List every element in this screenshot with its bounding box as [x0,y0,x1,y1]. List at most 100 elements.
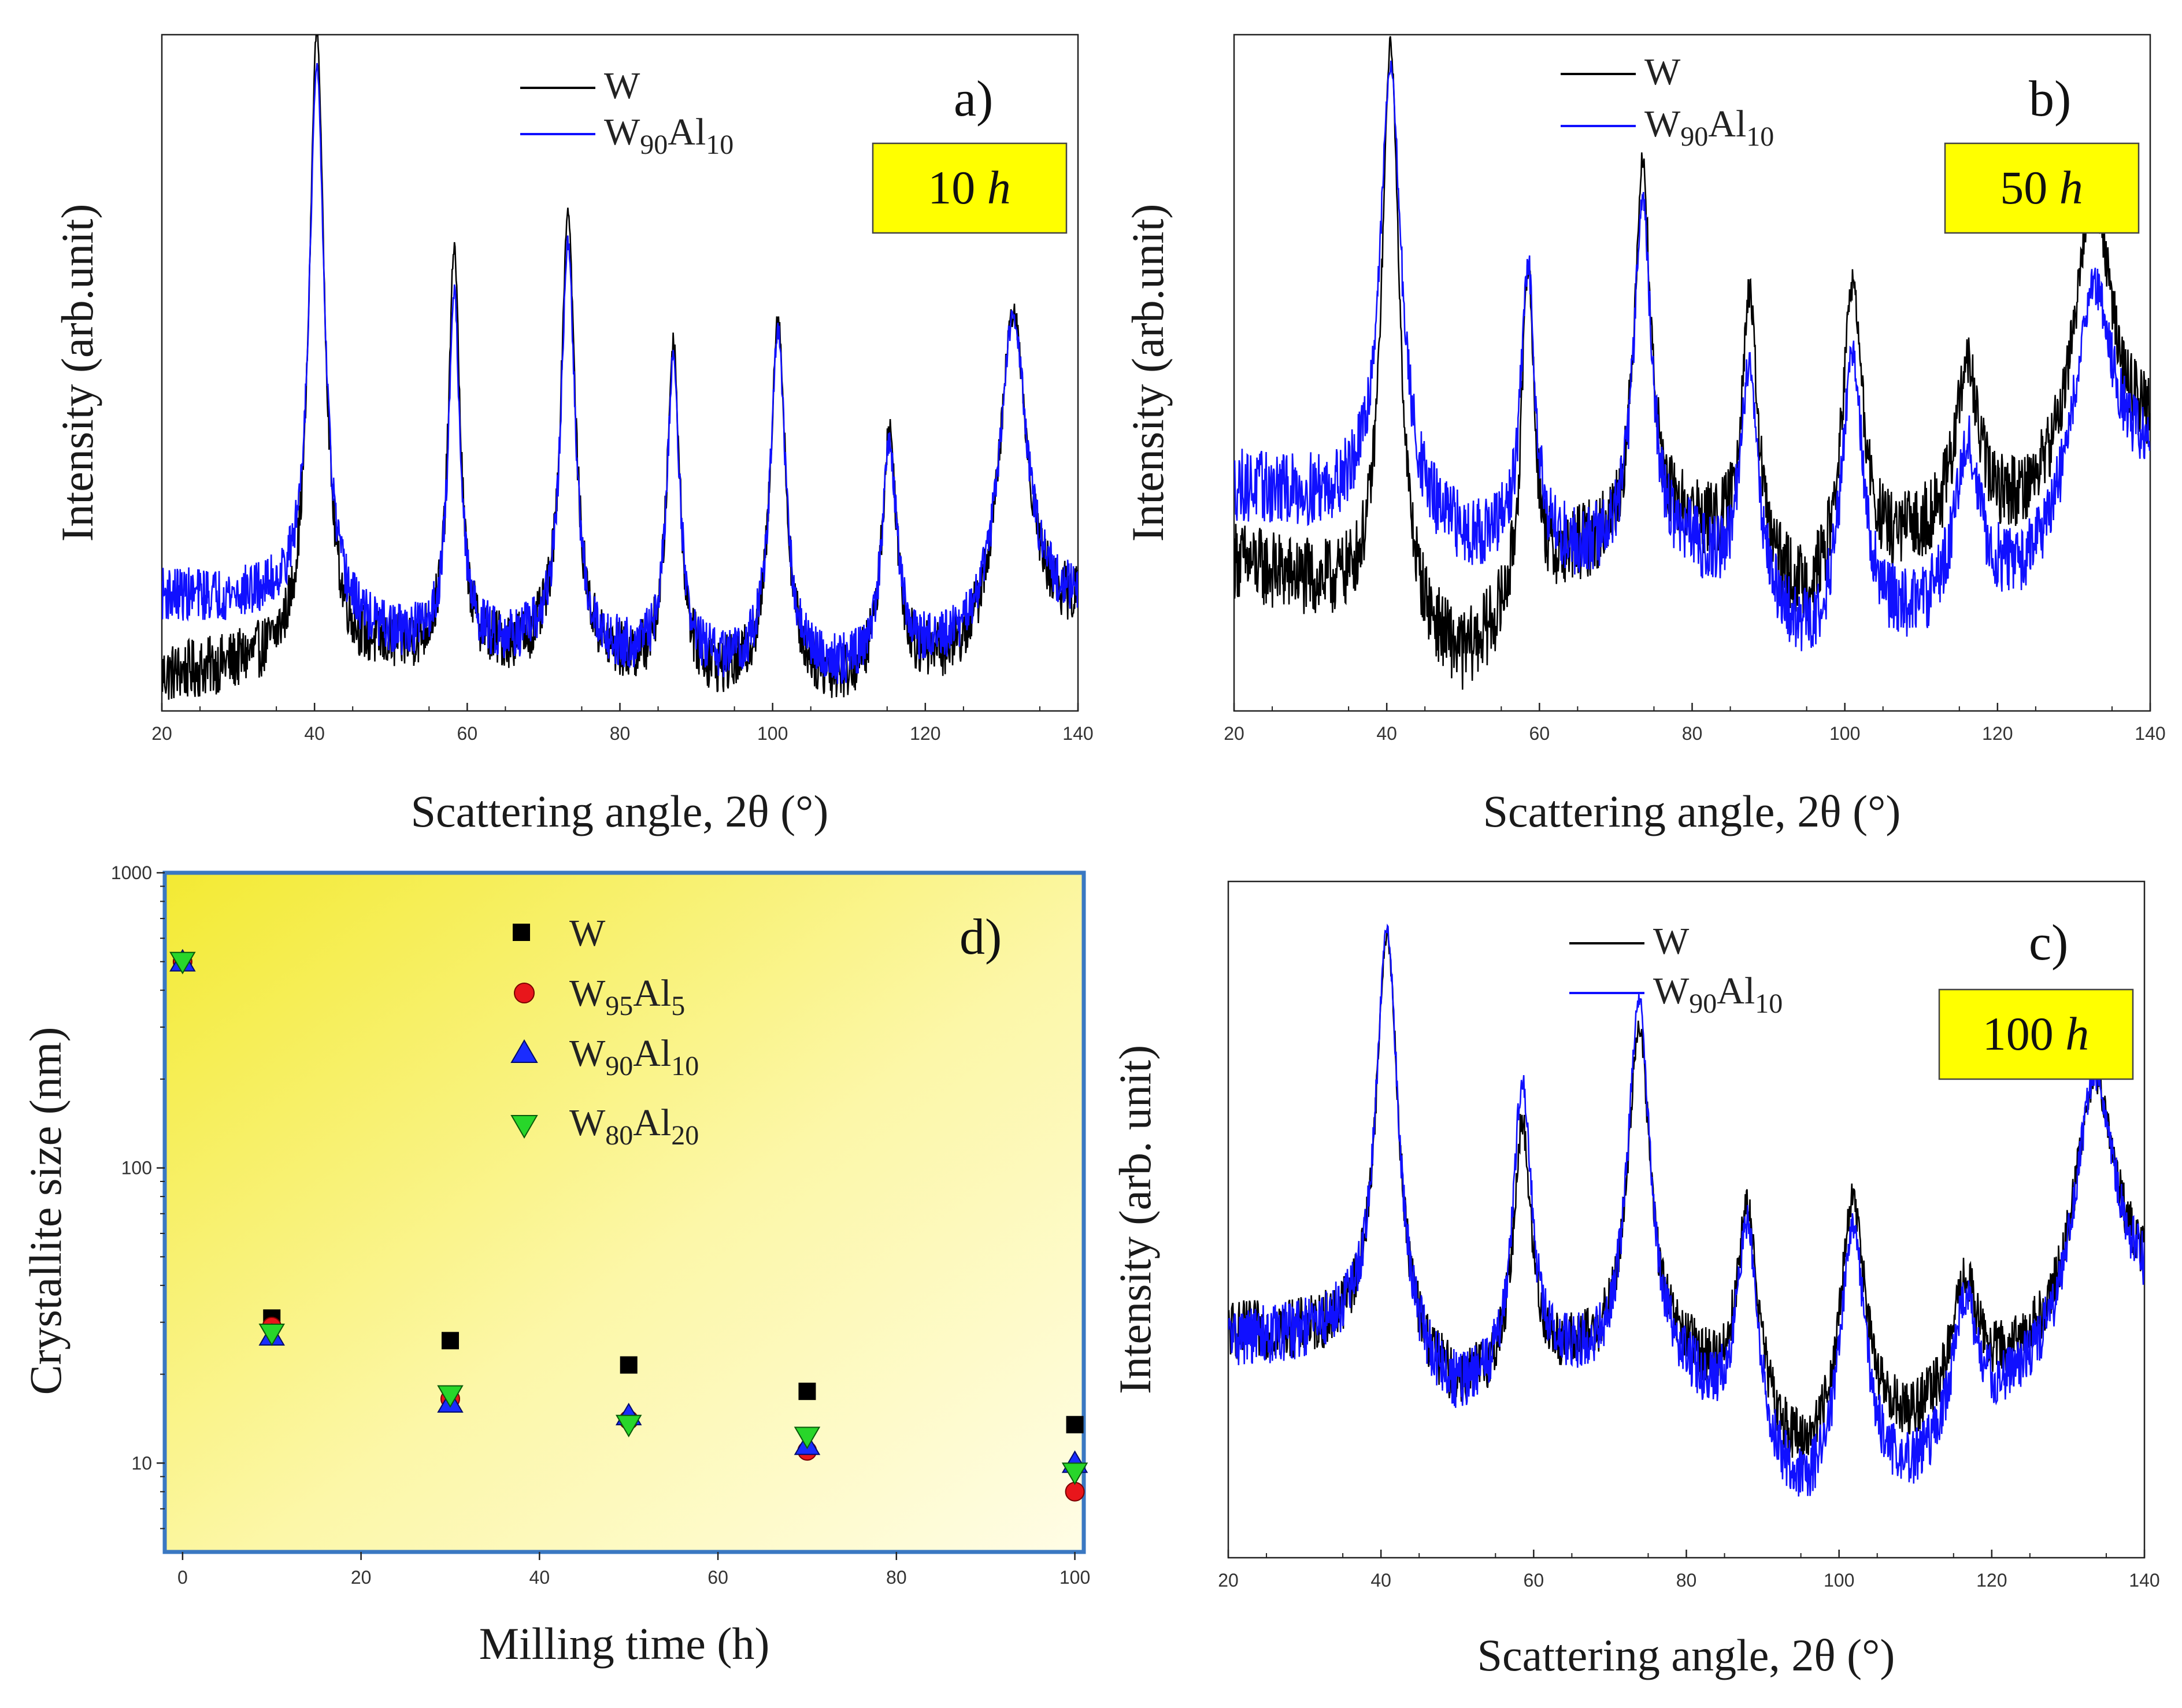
axis-ticks-d: 0 20 40 60 80 100 10 100 1000 [111,862,1090,1588]
svg-text:W: W [604,65,640,107]
x-tick-label-c-100: 100 [1824,1570,1854,1591]
panel-b: 20 40 60 80 100 120 140 W W90Al10 b) 50 h Scat… [1123,34,2166,836]
panel-c: 20 40 60 80 100 120 140 W W90Al10 c) 100 h Sca… [1110,880,2160,1680]
y-axis-title-d: Crystallite size (nm) [20,1027,71,1395]
legend-d-w90al10-sub2: 10 [671,1051,699,1081]
legend-d: W W95Al5 W90Al10 W80Al20 [510,912,699,1151]
svg-text:50 h: 50 h [2000,161,2083,214]
y-axis-title-a: Intensity (arb.unit) [52,204,102,542]
xrd-trace-c-w90al10 [1228,923,2144,1497]
panel-letter-c: c) [2029,915,2068,971]
svg-text:W: W [1653,920,1690,962]
x-tick-label-c-140: 140 [2129,1570,2159,1591]
point-d-w80al20-0h [169,951,196,975]
legend-d-w80al20-main: W [569,1102,606,1144]
panel-letter-d: d) [960,909,1002,965]
time-unit-a: h [987,161,1011,214]
svg-text:W: W [1644,51,1681,93]
x-tick-label-c-40: 40 [1370,1570,1391,1591]
svg-text:W90Al10: W90Al10 [1644,103,1774,152]
x-tick-label-d-60: 60 [707,1567,728,1588]
y-tick-label-d-1000: 1000 [111,862,152,883]
legend-b-w-label: W [1644,51,1681,93]
legend-marker-d-w90al10 [510,1039,538,1063]
legend-d-w90al10-sub: 90 [605,1051,633,1081]
legend-c: W W90Al10 [1569,920,1783,1019]
svg-text:10 h: 10 h [928,161,1011,214]
svg-text:W90Al10: W90Al10 [569,1032,699,1081]
legend-marker-d-w95al5 [514,983,535,1003]
panel-a: 20 40 60 80 100 120 140 W W90Al10 a) 10 h Scat… [52,34,1094,836]
time-badge-b [1944,142,2140,234]
x-tick-label-b-120: 120 [1982,723,2013,744]
legend-a-w90al10-sub2: 10 [706,129,733,160]
svg-text:W80Al20: W80Al20 [569,1102,699,1151]
legend-a-w90al10-main: W [604,111,640,153]
x-tick-label-b-40: 40 [1376,723,1397,744]
svg-text:W90Al10: W90Al10 [1653,970,1783,1019]
legend-c-w90al10-sub: 90 [1689,988,1717,1019]
svg-text:W90Al10: W90Al10 [604,111,733,160]
point-d-w-70h [798,1383,816,1401]
panel-d: 0 20 40 60 80 100 10 100 1000 W W95Al5 W90Al10 W… [20,862,1090,1669]
x-tick-label-c-120: 120 [1976,1570,2007,1591]
point-d-w80al20-50h [615,1414,642,1437]
xrd-trace-b-w90al10 [1234,60,2150,651]
x-axis-ticks-c: 20 40 60 80 100 120 140 [1218,1550,2160,1591]
time-unit-b: h [2059,161,2083,214]
x-tick-label-d-20: 20 [351,1567,372,1588]
plot-area-d [162,870,1086,1554]
x-axis-title-a: Scattering angle, 2θ (°) [411,786,829,836]
y-axis-title-c: Intensity (arb. unit) [1110,1045,1160,1394]
y-tick-label-d-100: 100 [121,1158,152,1179]
legend-c-w90al10-sub2: 10 [1755,988,1783,1019]
y-tick-label-d-10: 10 [131,1453,152,1473]
point-d-w95al5-100h [1065,1481,1085,1502]
time-badge-c [1938,988,2134,1080]
scatter-points-d [169,949,1088,1502]
x-tick-label-c-20: 20 [1218,1570,1239,1591]
legend-d-w80al20-sub2: 20 [671,1120,699,1151]
x-tick-label-b-100: 100 [1829,723,1860,744]
point-d-w80al20-30h [437,1385,464,1408]
x-tick-label-d-80: 80 [886,1567,907,1588]
point-d-w-30h [441,1332,459,1350]
x-tick-label-b-140: 140 [2135,723,2165,744]
legend-c-w90al10-main: W [1653,970,1690,1012]
point-d-w80al20-10h [258,1323,285,1346]
time-value-b: 50 [2000,161,2047,214]
x-tick-label-a-40: 40 [304,723,325,744]
y-axis-title-b: Intensity (arb.unit) [1123,204,1173,542]
xrd-traces-c [1228,923,2144,1497]
x-tick-label-c-60: 60 [1524,1570,1544,1591]
x-tick-label-a-120: 120 [910,723,940,744]
legend-b: W W90Al10 [1561,51,1774,152]
panel-letter-a: a) [954,71,993,127]
legend-marker-d-w [513,924,530,941]
x-tick-label-b-60: 60 [1529,723,1550,744]
x-tick-label-a-80: 80 [610,723,631,744]
panel-letter-b: b) [2029,71,2071,127]
legend-a-w90al10-sub: 90 [640,129,668,160]
point-d-w-50h [620,1356,638,1374]
legend-a-w-label: W [604,65,640,107]
time-value-a: 10 [928,161,975,214]
legend-b-w90al10-sub: 90 [1680,121,1708,152]
x-tick-label-a-100: 100 [757,723,788,744]
x-tick-label-c-80: 80 [1676,1570,1697,1591]
svg-text:W: W [569,912,606,954]
time-badge-a [872,142,1068,234]
x-tick-label-a-20: 20 [151,723,172,744]
x-axis-title-c: Scattering angle, 2θ (°) [1477,1630,1895,1680]
x-tick-label-d-0: 0 [177,1567,188,1588]
x-axis-title-b: Scattering angle, 2θ (°) [1483,786,1901,836]
x-tick-label-d-100: 100 [1059,1567,1090,1588]
legend-a: W W90Al10 [520,65,733,160]
xrd-traces-a [162,35,1078,700]
point-d-w-100h [1066,1416,1084,1433]
x-tick-label-a-60: 60 [457,723,478,744]
legend-d-w-label: W [569,912,606,954]
legend-c-w-label: W [1653,920,1690,962]
x-tick-label-b-20: 20 [1224,723,1244,744]
legend-marker-d-w80al20 [510,1115,538,1139]
